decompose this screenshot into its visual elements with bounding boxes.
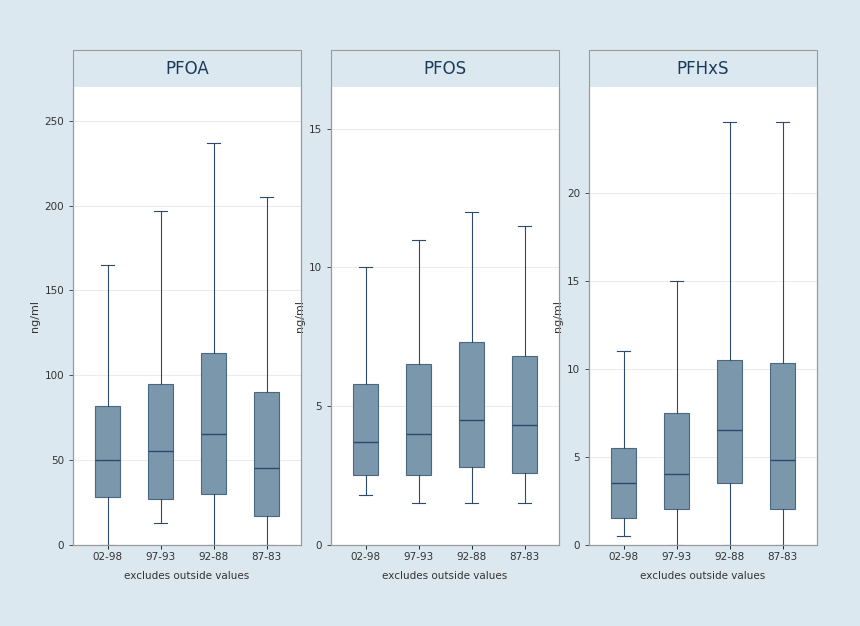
PathPatch shape bbox=[664, 413, 689, 510]
PathPatch shape bbox=[148, 384, 173, 499]
PathPatch shape bbox=[353, 384, 378, 475]
PathPatch shape bbox=[459, 342, 484, 467]
Y-axis label: ng/ml: ng/ml bbox=[295, 300, 304, 332]
PathPatch shape bbox=[611, 448, 636, 518]
Text: excludes outside values: excludes outside values bbox=[383, 571, 507, 581]
Text: PFOS: PFOS bbox=[423, 59, 467, 78]
Text: PFOA: PFOA bbox=[165, 59, 209, 78]
PathPatch shape bbox=[512, 356, 538, 473]
Text: excludes outside values: excludes outside values bbox=[125, 571, 249, 581]
Y-axis label: ng/ml: ng/ml bbox=[30, 300, 40, 332]
Y-axis label: ng/ml: ng/ml bbox=[553, 300, 562, 332]
PathPatch shape bbox=[717, 360, 742, 483]
PathPatch shape bbox=[95, 406, 120, 497]
PathPatch shape bbox=[770, 364, 796, 510]
PathPatch shape bbox=[201, 353, 226, 494]
Text: excludes outside values: excludes outside values bbox=[641, 571, 765, 581]
PathPatch shape bbox=[254, 392, 280, 516]
Text: PFHxS: PFHxS bbox=[677, 59, 729, 78]
PathPatch shape bbox=[406, 364, 431, 475]
